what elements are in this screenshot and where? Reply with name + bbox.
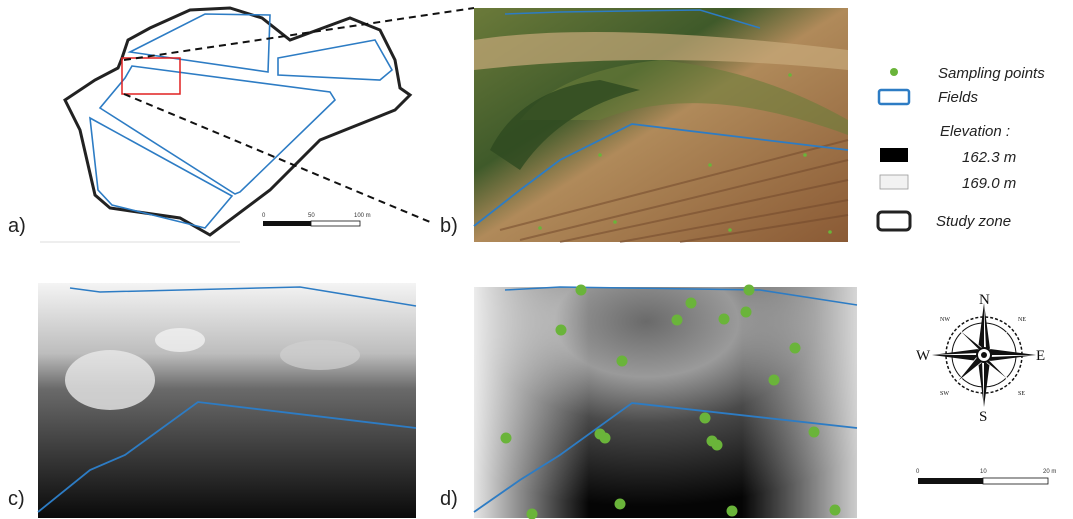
panel-label: d): [440, 488, 458, 510]
sampling-point: [708, 163, 712, 167]
legend-title: Elevation :: [940, 123, 1010, 140]
legend-label: Sampling points: [938, 65, 1045, 82]
aerial-image: [474, 8, 848, 242]
sampling-point: [719, 314, 730, 325]
scale-tick-label: 0: [262, 213, 266, 219]
sampling-point: [598, 153, 602, 157]
legend-label: Study zone: [936, 213, 1011, 230]
sampling-point: [741, 307, 752, 318]
compass: N S E W NW NE SW SE: [916, 292, 1045, 425]
scale-tick-label: 0: [916, 469, 920, 475]
compass-label: SW: [940, 391, 949, 397]
sampling-point: [556, 325, 567, 336]
sampling-point: [538, 226, 542, 230]
study-map: 0 50 100 m: [40, 8, 474, 242]
compass-label: NE: [1018, 317, 1026, 323]
compass-label: NW: [940, 317, 950, 323]
compass-label: E: [1036, 348, 1045, 364]
legend-label: Fields: [938, 89, 979, 106]
panel-label: b): [440, 215, 458, 237]
legend: Sampling points Fields Elevation : 162.3…: [878, 65, 1045, 230]
sampling-point: [728, 228, 732, 232]
sampling-point: [617, 356, 628, 367]
compass-label: S: [979, 409, 987, 425]
compass-label: SE: [1018, 391, 1025, 397]
sampling-point: [501, 433, 512, 444]
sampling-point: [830, 505, 841, 516]
sampling-point: [727, 506, 738, 517]
sampling-point: [769, 375, 780, 386]
sampling-point: [686, 298, 697, 309]
sampling-point: [712, 440, 723, 451]
sampling-point: [672, 315, 683, 326]
sampling-point: [809, 427, 820, 438]
sampling-point: [600, 433, 611, 444]
sampling-point: [527, 509, 538, 519]
sampling-point: [613, 220, 617, 224]
scale-bar: 0 10 20 m: [916, 469, 1056, 484]
sampling-point: [744, 285, 755, 296]
sampling-point: [700, 413, 711, 424]
figure: 0 50 100 m a) b) Sampling points Fields …: [0, 0, 1073, 519]
dem-image: [38, 283, 416, 518]
compass-label: W: [916, 348, 931, 364]
scale-tick-label: 20 m: [1043, 469, 1056, 475]
compass-label: N: [979, 292, 990, 308]
panel-label: a): [8, 215, 26, 237]
sampling-point: [788, 73, 792, 77]
scale-tick-label: 50: [308, 213, 315, 219]
dem-points: [474, 285, 857, 519]
sampling-point: [803, 153, 807, 157]
legend-label: 162.3 m: [962, 149, 1016, 166]
sampling-point: [576, 285, 587, 296]
scale-tick-label: 10: [980, 469, 987, 475]
panel-label: c): [8, 488, 25, 510]
scale-tick-label: 100 m: [354, 213, 371, 219]
legend-label: 169.0 m: [962, 175, 1016, 192]
sampling-point: [790, 343, 801, 354]
sampling-point: [828, 230, 832, 234]
sampling-point: [615, 499, 626, 510]
